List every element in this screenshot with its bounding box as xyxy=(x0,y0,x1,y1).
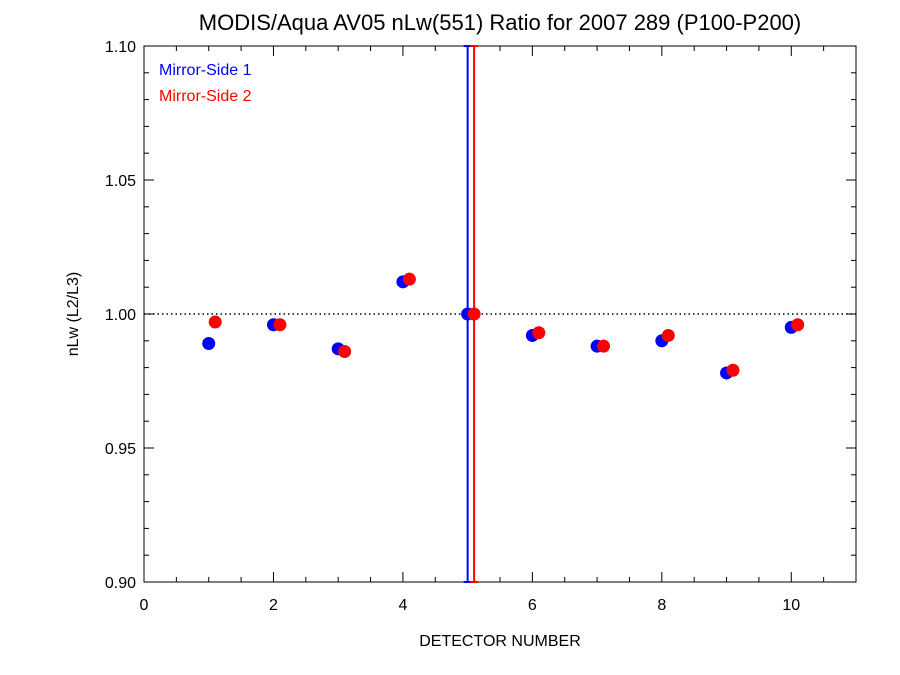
x-tick-label: 4 xyxy=(398,597,407,614)
y-tick-label: 0.95 xyxy=(105,441,136,458)
y-axis-label: nLw (L2/L3) xyxy=(65,272,82,357)
y-tick-label: 1.10 xyxy=(105,39,136,56)
chart-title: MODIS/Aqua AV05 nLw(551) Ratio for 2007 … xyxy=(199,10,802,35)
data-point-series-2 xyxy=(726,363,740,377)
x-tick-label: 0 xyxy=(140,597,149,614)
data-point-series-2 xyxy=(661,328,675,342)
data-point-series-2 xyxy=(402,272,416,286)
x-tick-label: 10 xyxy=(782,597,800,614)
data-point-series-2 xyxy=(208,315,222,329)
data-point-series-2 xyxy=(532,326,546,340)
y-tick-label: 1.05 xyxy=(105,173,136,190)
data-point-series-1 xyxy=(202,336,216,350)
y-tick-label: 1.00 xyxy=(105,307,136,324)
y-tick-label: 0.90 xyxy=(105,575,136,592)
data-point-series-2 xyxy=(791,318,805,332)
x-tick-label: 2 xyxy=(269,597,278,614)
data-point-series-2 xyxy=(597,339,611,353)
data-point-series-2 xyxy=(338,345,352,359)
x-tick-label: 8 xyxy=(657,597,666,614)
x-tick-label: 6 xyxy=(528,597,537,614)
data-points xyxy=(202,272,805,380)
data-point-series-2 xyxy=(273,318,287,332)
data-point-series-2 xyxy=(467,307,481,321)
x-axis-label: DETECTOR NUMBER xyxy=(419,633,581,650)
axis-ticks: 0 2 4 6 8 10 0.90 0.95 1.00 1.05 1.10 xyxy=(105,39,857,614)
legend: Mirror-Side 1 Mirror-Side 2 xyxy=(159,62,252,105)
legend-entry: Mirror-Side 2 xyxy=(159,88,252,105)
legend-entry: Mirror-Side 1 xyxy=(159,62,252,79)
